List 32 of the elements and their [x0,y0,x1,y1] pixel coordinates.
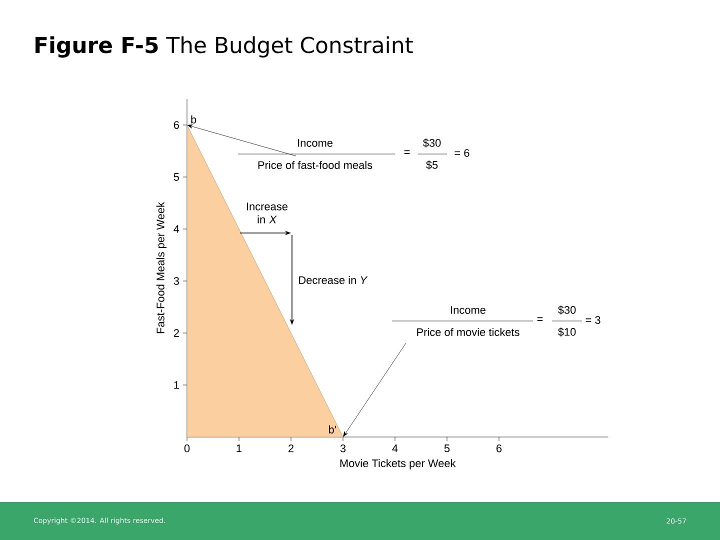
y-tick-label: 1 [174,381,179,389]
x-tick-label: 0 [184,444,190,452]
y-tick-label: 6 [174,121,179,129]
chart-title: Figure F-5 The Budget Constraint [36,36,413,58]
annotation: = 3 [586,316,600,324]
annotation: Price of fast-food meals [258,160,372,170]
x-tick-label: 4 [392,444,398,452]
y-tick-label: 2 [174,329,179,337]
annotation: $30 [423,138,441,148]
y-axis-title: Fast-Food Meals per Week [156,202,167,334]
annotation: = [537,317,543,321]
x-tick-label: 3 [340,444,346,452]
x-tick-label: 6 [496,444,502,452]
y-tick-label: 3 [174,277,179,285]
annotation: Income [451,306,486,314]
annotation: Income [298,139,333,147]
annotation: $30 [558,306,576,314]
annotation: = [404,150,410,154]
y-tick-label: 5 [174,173,180,181]
annotation: b' [328,425,336,434]
annotation: $5 [426,160,438,170]
x-tick-label: 2 [288,444,294,452]
x-axis-title: Movie Tickets per Week [340,459,456,470]
annotation: Decrease in Y [299,276,368,284]
annotation: Price of movie tickets [417,328,520,336]
annotation: b [191,115,196,124]
x-tick-label: 5 [444,444,450,452]
x-tick-label: 1 [236,444,242,452]
annotation: $10 [558,328,576,336]
annotation: = 6 [454,149,470,157]
y-tick-label: 4 [174,225,180,233]
annotation: Increase in X [246,202,288,224]
